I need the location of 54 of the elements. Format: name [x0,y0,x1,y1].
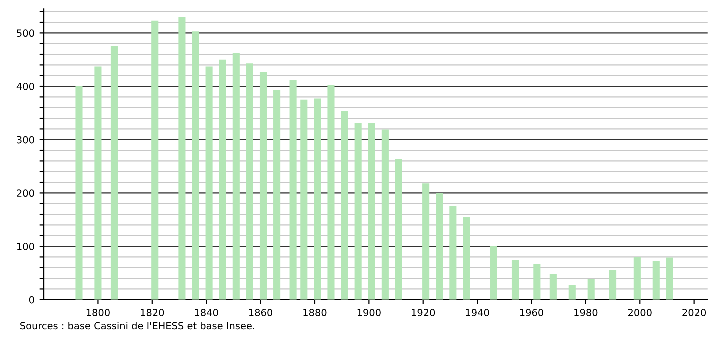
bar [634,257,641,300]
y-tick-label: 500 [17,30,34,38]
x-tick-label: 1900 [358,309,381,316]
bar [178,17,186,300]
x-tick-label: 1800 [86,309,110,316]
bar [300,100,308,300]
bar [395,159,402,300]
x-tick-label: 1880 [304,309,327,316]
x-tick-label: 1980 [574,309,598,316]
bar [610,270,617,300]
bar [368,123,376,300]
y-tick-label: 300 [17,136,34,144]
bar [512,260,520,300]
y-tick-label: 0 [29,296,34,304]
bar [76,86,83,300]
bar [568,284,576,300]
bar [192,32,200,300]
bar [290,80,297,300]
x-tick-label: 1860 [249,309,273,316]
bar [436,193,444,300]
y-tick-label: 200 [17,190,34,198]
bar [206,66,213,300]
bar [260,72,268,300]
x-tick-label: 1840 [195,309,218,316]
bar [422,184,430,300]
x-tick-label: 2000 [628,309,652,316]
bar [341,111,348,300]
bar [550,274,557,300]
bar [534,264,541,300]
x-tick-label: 1940 [466,309,490,316]
y-tick-label: 100 [18,243,34,250]
bar [232,53,240,300]
bar [94,66,102,300]
bar [588,279,595,300]
bar [274,90,281,300]
x-tick-label: 2020 [682,309,706,316]
bar [314,98,322,300]
bar [246,64,254,300]
bar [152,20,159,300]
bar [219,60,226,300]
bar [450,206,457,300]
bar [382,130,389,300]
bar [652,261,660,300]
x-tick-label: 1820 [141,309,164,316]
bar [490,246,498,300]
x-tick-label: 1960 [520,309,544,316]
bar [463,217,470,300]
bar [666,258,674,300]
y-tick-label: 400 [16,83,34,90]
bar [328,85,335,300]
bar [354,123,362,300]
source-note: Sources : base Cassini de l'EHESS et base Insee. [20,322,254,330]
bar [110,46,118,300]
x-tick-label: 1920 [412,309,436,316]
